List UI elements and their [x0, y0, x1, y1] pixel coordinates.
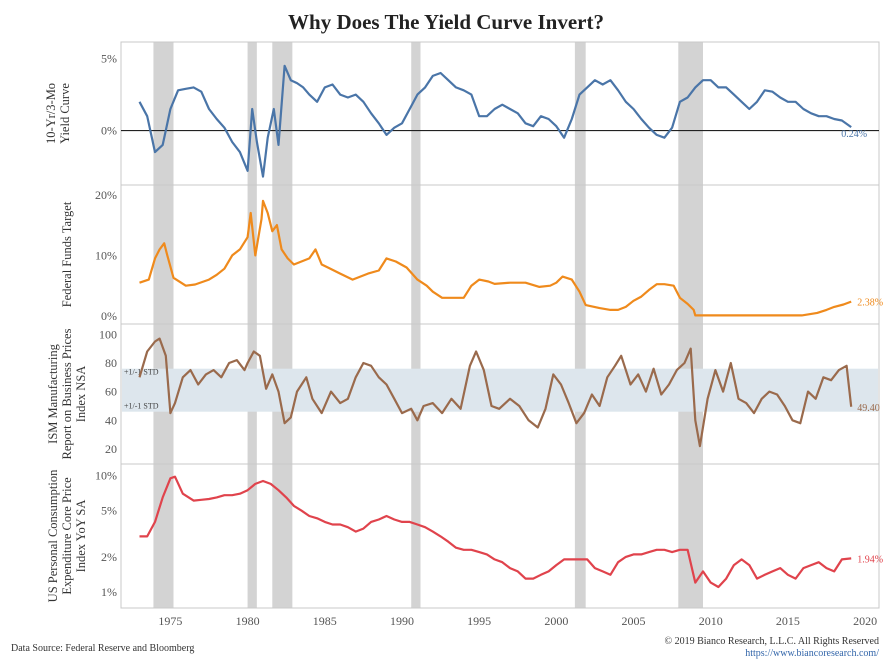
y-tick-label: 100: [99, 327, 117, 341]
series-line: [138, 337, 853, 448]
y-axis-label-line: ISM Manufacturing: [46, 343, 60, 443]
panel-frames: [120, 41, 880, 609]
y-axis-label-line: 10-Yr/3-Mo: [44, 83, 58, 144]
x-tick-label: 2015: [776, 614, 800, 628]
panel-frame-1: [120, 41, 880, 186]
y-axis-label: 10-Yr/3-MoYield Curve: [44, 83, 72, 144]
x-tick-label: 2005: [622, 614, 646, 628]
y-tick-label: 80: [105, 356, 117, 370]
x-tick-label: 1985: [313, 614, 337, 628]
series-line: [139, 199, 852, 317]
end-value-label: 49.40: [857, 403, 880, 414]
x-tick-label: 1995: [467, 614, 491, 628]
x-tick-label: 1980: [236, 614, 260, 628]
y-axis-label-line: US Personal Consumption: [46, 469, 60, 602]
series-line: [139, 475, 852, 589]
website-link[interactable]: https://www.biancoresearch.com/: [745, 648, 879, 659]
y-tick-label: 10%: [95, 248, 117, 262]
y-tick-label: 20: [105, 442, 117, 456]
y-axis-label-line: Index YoY SA: [74, 500, 88, 573]
chart-title: Why Does The Yield Curve Invert?: [288, 10, 604, 34]
end-value-label: 2.38%: [857, 298, 883, 309]
end-value-label: 1.94%: [857, 554, 883, 565]
x-tick-label: 2010: [699, 614, 723, 628]
y-axis-label: Federal Funds Target: [60, 201, 74, 307]
y-tick-label: 10%: [95, 469, 117, 483]
y-axis-label: US Personal ConsumptionExpenditure Core …: [46, 469, 88, 602]
y-axis-label-line: Yield Curve: [58, 83, 72, 144]
recession-bar: [247, 42, 257, 608]
y-tick-label: 5%: [101, 504, 117, 518]
y-tick-label: 40: [105, 413, 117, 427]
x-tick-label: 2000: [544, 614, 568, 628]
y-tick-label: 60: [105, 385, 117, 399]
panel-1: 5% 0% 10-Yr/3-MoYield Curve 0.24%: [44, 52, 879, 178]
recession-bar: [678, 42, 704, 608]
y-axis-label-line: Index NSA: [74, 366, 88, 423]
series-line: [138, 64, 852, 178]
end-value-label: 0.24%: [841, 129, 867, 140]
y-tick-label: 5%: [101, 52, 117, 66]
copyright-note: © 2019 Bianco Research, L.L.C. All Right…: [664, 636, 879, 647]
y-axis-label: ISM ManufacturingReport on Business Pric…: [46, 328, 88, 459]
x-tick-label: 1975: [158, 614, 182, 628]
y-axis-label-line: Expenditure Core Price: [60, 477, 74, 595]
std-band-lower-label: +1/-1 STD: [124, 402, 159, 411]
recession-shading: [153, 42, 704, 608]
recession-bar: [272, 42, 293, 608]
panels: 5% 0% 10-Yr/3-MoYield Curve 0.24% 20% 10% 0% Fe…: [44, 52, 883, 603]
recession-bar: [574, 42, 586, 608]
recession-bar: [411, 42, 421, 608]
y-tick-label: 2%: [101, 550, 117, 564]
panel-2: 20% 10% 0% Federal Funds Target 2.38%: [60, 188, 883, 323]
y-tick-label: 0%: [101, 309, 117, 323]
y-tick-label: 1%: [101, 585, 117, 599]
x-tick-label: 2020: [853, 614, 877, 628]
panel-frame-4: [120, 463, 880, 609]
x-tick-label: 1990: [390, 614, 414, 628]
y-axis-label-line: Report on Business Prices: [60, 328, 74, 459]
y-tick-label: 20%: [95, 188, 117, 202]
panel-4: 10% 5% 2% 1% US Personal ConsumptionExpendit…: [46, 469, 883, 603]
y-axis-label-line: Federal Funds Target: [60, 201, 74, 307]
data-source-note: Data Source: Federal Reserve and Bloombe…: [11, 643, 194, 654]
recession-bar: [153, 42, 174, 608]
std-band: [122, 368, 878, 412]
y-tick-label: 0%: [101, 124, 117, 138]
x-axis: 1975 1980 1985 1990 1995 2000 2005 2010 2015 2020: [158, 614, 877, 628]
